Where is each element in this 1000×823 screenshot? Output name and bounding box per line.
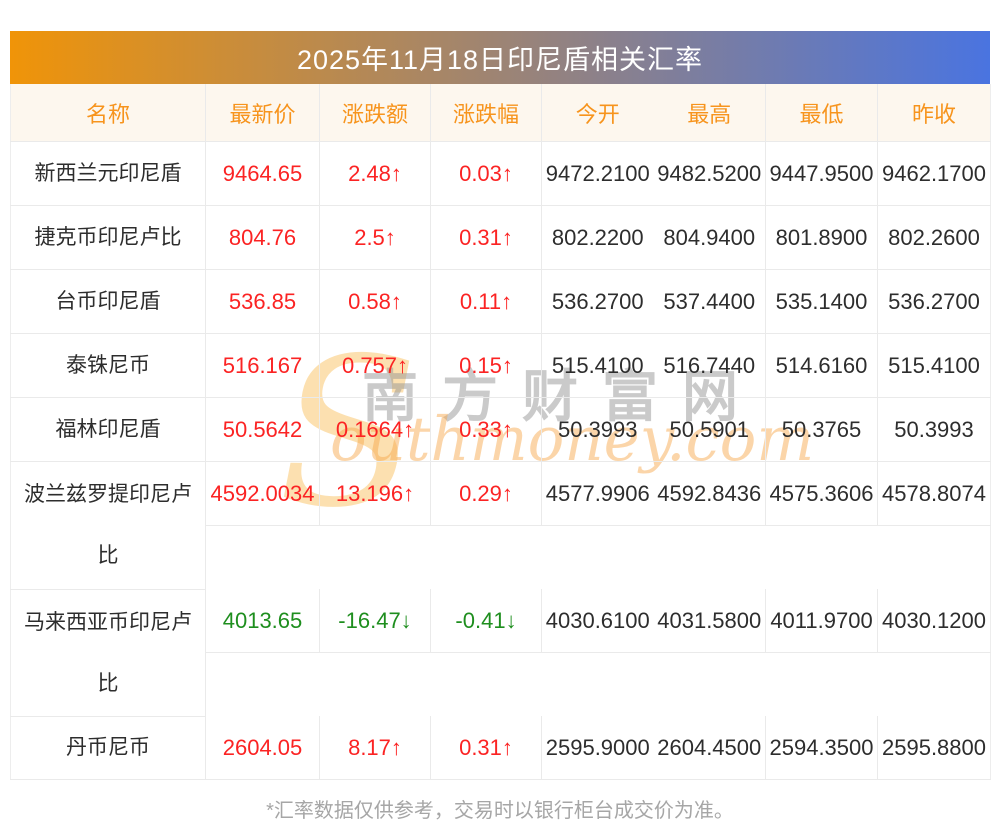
cell-prev-close: 536.2700 (877, 269, 991, 334)
cell-latest: 516.167 (205, 333, 320, 398)
cell-name: 新西兰元印尼盾 (10, 141, 206, 206)
cell-low: 514.6160 (765, 333, 878, 398)
cell-prev-close: 515.4100 (877, 333, 991, 398)
cell-open: 515.4100 (541, 333, 654, 398)
cell-open: 4577.9906 (541, 461, 654, 526)
disclaimer-note: *汇率数据仅供参考，交易时以银行柜台成交价为准。 (266, 800, 734, 822)
cell-latest: 804.76 (205, 205, 320, 270)
cell-prev-close: 9462.1700 (877, 141, 991, 206)
cell-low: 50.3765 (765, 397, 878, 462)
cell-change-pct: 0.11↑ (430, 269, 542, 334)
col-header-latest: 最新价 (205, 84, 320, 142)
cell-name: 丹币尼币 (10, 716, 206, 780)
cell-low: 2594.3500 (765, 716, 878, 780)
cell-change-pct: 0.29↑ (430, 461, 542, 526)
col-header-change-pct: 涨跌幅 (430, 84, 542, 142)
cell-latest: 9464.65 (205, 141, 320, 206)
cell-low: 801.8900 (765, 205, 878, 270)
cell-open: 536.2700 (541, 269, 654, 334)
cell-latest: 536.85 (205, 269, 320, 334)
cell-change: -16.47↓ (319, 589, 431, 653)
cell-change-pct: 0.15↑ (430, 333, 542, 398)
cell-high: 4592.8436 (653, 461, 766, 526)
col-header-name: 名称 (10, 84, 206, 142)
col-header-change: 涨跌额 (319, 84, 431, 142)
cell-empty (206, 653, 991, 717)
table-row: 马来西亚币印尼卢比 4013.65 -16.47↓ -0.41↓ 4030.6100 40… (10, 589, 991, 717)
cell-change-pct: 0.31↑ (430, 716, 542, 780)
cell-latest: 2604.05 (205, 716, 320, 780)
cell-change-pct: 0.33↑ (430, 397, 542, 462)
cell-latest: 50.5642 (205, 397, 320, 462)
cell-high: 9482.5200 (653, 141, 766, 206)
cell-change: 0.1664↑ (319, 397, 431, 462)
cell-prev-close: 4030.1200 (877, 589, 991, 653)
cell-low: 4011.9700 (765, 589, 878, 653)
page-title: 2025年11月18日印尼盾相关汇率 (296, 45, 704, 75)
cell-latest: 4592.0034 (205, 461, 320, 526)
rates-table-header: 名称 最新价 涨跌额 涨跌幅 今开 最高 最低 昨收 (10, 84, 991, 142)
cell-change: 13.196↑ (319, 461, 431, 526)
col-header-low: 最低 (765, 84, 878, 142)
cell-name: 泰铢尼币 (10, 333, 206, 398)
cell-change-pct: 0.03↑ (430, 141, 542, 206)
cell-low: 535.1400 (765, 269, 878, 334)
table-row: 福林印尼盾 50.5642 0.1664↑ 0.33↑ 50.3993 50.5901 50… (10, 397, 991, 462)
table-row: 波兰兹罗提印尼卢比 4592.0034 13.196↑ 0.29↑ 4577.9906 4… (10, 461, 991, 590)
cell-high: 50.5901 (653, 397, 766, 462)
cell-change: 8.17↑ (319, 716, 431, 780)
cell-change: 2.5↑ (319, 205, 431, 270)
cell-high: 516.7440 (653, 333, 766, 398)
cell-prev-close: 50.3993 (877, 397, 991, 462)
cell-name: 波兰兹罗提印尼卢比 (10, 461, 206, 590)
cell-open: 4030.6100 (541, 589, 654, 653)
rates-table: 名称 最新价 涨跌额 涨跌幅 今开 最高 最低 昨收 新西兰元印尼盾 9464.6… (10, 84, 991, 780)
cell-change: 0.58↑ (319, 269, 431, 334)
cell-change: 0.757↑ (319, 333, 431, 398)
cell-low: 4575.3606 (765, 461, 878, 526)
col-header-open: 今开 (541, 84, 654, 142)
rates-table-body: 新西兰元印尼盾 9464.65 2.48↑ 0.03↑ 9472.2100 9482.52… (10, 141, 991, 780)
cell-change-pct: 0.31↑ (430, 205, 542, 270)
cell-high: 804.9400 (653, 205, 766, 270)
col-header-prev-close: 昨收 (877, 84, 991, 142)
cell-open: 802.2200 (541, 205, 654, 270)
cell-name: 捷克币印尼卢比 (10, 205, 206, 270)
cell-high: 2604.4500 (653, 716, 766, 780)
title-bar: 2025年11月18日印尼盾相关汇率 (10, 31, 990, 84)
cell-change: 2.48↑ (319, 141, 431, 206)
cell-empty (206, 526, 991, 590)
cell-high: 4031.5800 (653, 589, 766, 653)
table-row: 台币印尼盾 536.85 0.58↑ 0.11↑ 536.2700 537.4400 535… (10, 269, 991, 334)
cell-prev-close: 4578.8074 (877, 461, 991, 526)
cell-low: 9447.9500 (765, 141, 878, 206)
table-row: 丹币尼币 2604.05 8.17↑ 0.31↑ 2595.9000 2604.4500 2… (10, 716, 991, 780)
cell-high: 537.4400 (653, 269, 766, 334)
cell-name: 福林印尼盾 (10, 397, 206, 462)
cell-name: 马来西亚币印尼卢比 (10, 589, 206, 717)
cell-change-pct: -0.41↓ (430, 589, 542, 653)
table-row: 泰铢尼币 516.167 0.757↑ 0.15↑ 515.4100 516.7440 51… (10, 333, 991, 398)
cell-latest: 4013.65 (205, 589, 320, 653)
col-header-high: 最高 (653, 84, 766, 142)
cell-prev-close: 2595.8800 (877, 716, 991, 780)
cell-prev-close: 802.2600 (877, 205, 991, 270)
table-row: 捷克币印尼卢比 804.76 2.5↑ 0.31↑ 802.2200 804.9400 80… (10, 205, 991, 270)
cell-open: 9472.2100 (541, 141, 654, 206)
cell-open: 2595.9000 (541, 716, 654, 780)
header-row: 名称 最新价 涨跌额 涨跌幅 今开 最高 最低 昨收 (10, 84, 991, 142)
table-row: 新西兰元印尼盾 9464.65 2.48↑ 0.03↑ 9472.2100 9482.52… (10, 141, 991, 206)
cell-name: 台币印尼盾 (10, 269, 206, 334)
cell-open: 50.3993 (541, 397, 654, 462)
